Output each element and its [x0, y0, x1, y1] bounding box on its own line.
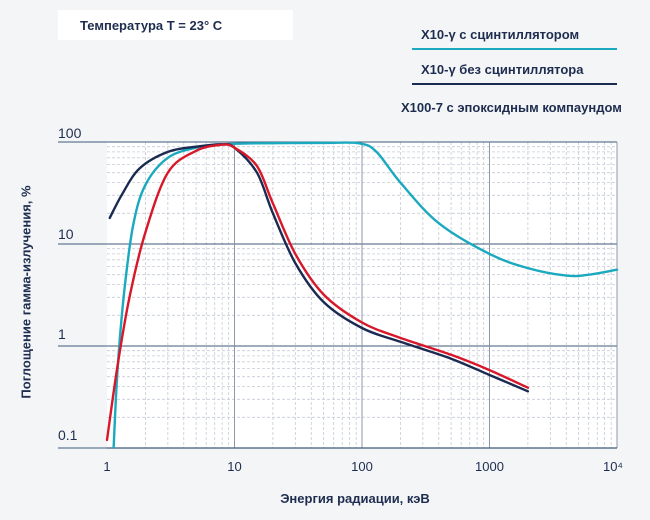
chart-title: Температура T = 23° C [80, 18, 223, 33]
y-axis-label: Поглощение гамма-излучения, % [18, 185, 34, 399]
legend-line-series-1 [412, 48, 617, 50]
y-tick-label: 10 [58, 226, 74, 242]
x-tick-label: 1000 [475, 459, 504, 474]
x-tick-label: 10⁴ [603, 459, 623, 474]
series-line-2 [108, 142, 530, 393]
legend-label-series-1: X10-γ с сцинтиллятором [421, 27, 580, 42]
legend-line-series-2 [412, 83, 617, 85]
x-tick-label: 1 [103, 459, 110, 474]
y-tick-label: 1 [58, 326, 66, 342]
series-line-3 [105, 143, 530, 442]
legend-label-series-2: X10-γ без сцинтиллятора [421, 62, 584, 77]
legend-label-series-3: X100-7 с эпоксидным компаундом [401, 100, 622, 115]
x-tick-label: 100 [351, 459, 373, 474]
x-axis-label: Энергия радиации, кэВ [280, 491, 430, 506]
title-box [58, 10, 293, 40]
series-line-1 [112, 141, 619, 448]
y-tick-label: 0.1 [58, 427, 78, 443]
y-tick-label: 100 [58, 125, 82, 141]
x-tick-label: 10 [227, 459, 241, 474]
